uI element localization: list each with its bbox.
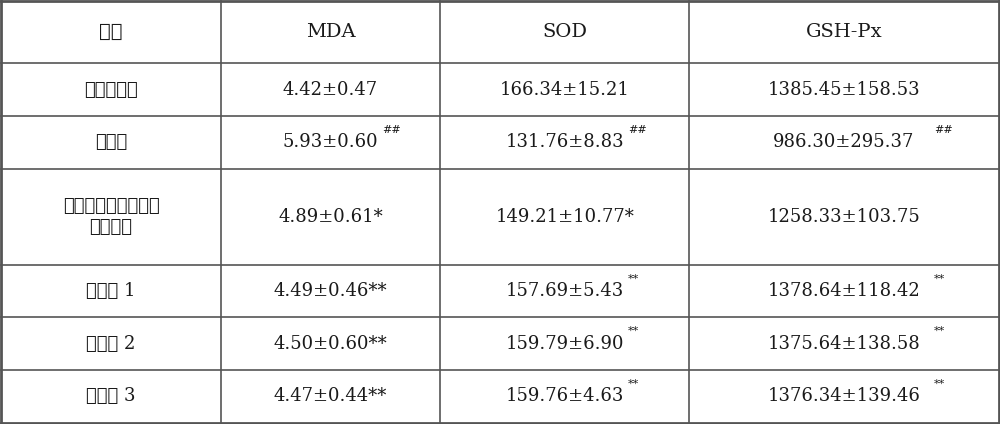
Text: 1378.64±118.42: 1378.64±118.42 xyxy=(768,282,920,300)
Text: 蒽环类抗生素普通制
剂用药组: 蒽环类抗生素普通制 剂用药组 xyxy=(63,197,159,236)
Text: 159.76±4.63: 159.76±4.63 xyxy=(506,387,624,405)
Text: 4.47±0.44**: 4.47±0.44** xyxy=(274,387,387,405)
Text: 4.50±0.60**: 4.50±0.60** xyxy=(274,335,387,353)
Text: 实施例 1: 实施例 1 xyxy=(86,282,136,300)
Text: 1376.34±139.46: 1376.34±139.46 xyxy=(768,387,920,405)
Text: 1385.45±158.53: 1385.45±158.53 xyxy=(768,81,920,98)
Text: MDA: MDA xyxy=(306,23,355,41)
Text: **: ** xyxy=(628,274,639,284)
Text: **: ** xyxy=(628,326,639,336)
Text: **: ** xyxy=(934,379,945,389)
Text: 159.79±6.90: 159.79±6.90 xyxy=(506,335,624,353)
Text: 157.69±5.43: 157.69±5.43 xyxy=(506,282,624,300)
Text: 4.49±0.46**: 4.49±0.46** xyxy=(274,282,387,300)
Text: 组别: 组别 xyxy=(99,23,123,41)
Text: **: ** xyxy=(934,274,945,284)
Text: 1258.33±103.75: 1258.33±103.75 xyxy=(768,208,920,226)
Text: 模型组: 模型组 xyxy=(95,133,127,151)
Text: 131.76±8.83: 131.76±8.83 xyxy=(506,133,624,151)
Text: GSH-Px: GSH-Px xyxy=(806,23,882,41)
Text: 1375.64±138.58: 1375.64±138.58 xyxy=(768,335,920,353)
Text: SOD: SOD xyxy=(542,23,587,41)
Text: 5.93±0.60: 5.93±0.60 xyxy=(283,133,378,151)
Text: 4.89±0.61*: 4.89±0.61* xyxy=(278,208,383,226)
Text: ##: ## xyxy=(934,125,953,135)
Text: 166.34±15.21: 166.34±15.21 xyxy=(500,81,630,98)
Text: ##: ## xyxy=(628,125,646,135)
Text: **: ** xyxy=(934,326,945,336)
Text: ##: ## xyxy=(382,125,401,135)
Text: 实施例 3: 实施例 3 xyxy=(86,387,136,405)
Text: 实施例 2: 实施例 2 xyxy=(86,335,136,353)
Text: 149.21±10.77*: 149.21±10.77* xyxy=(495,208,634,226)
Text: 986.30±295.37: 986.30±295.37 xyxy=(773,133,915,151)
Text: 正常对照组: 正常对照组 xyxy=(84,81,138,98)
Text: 4.42±0.47: 4.42±0.47 xyxy=(283,81,378,98)
Text: **: ** xyxy=(628,379,639,389)
